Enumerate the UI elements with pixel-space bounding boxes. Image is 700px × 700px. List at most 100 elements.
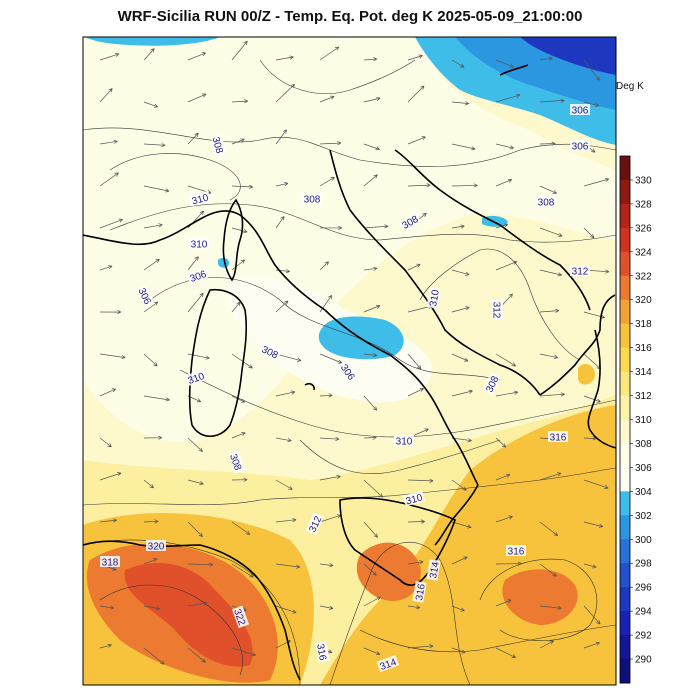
contour-label: 314 — [426, 559, 442, 581]
contour-label: 310 — [426, 287, 442, 309]
contour-label-bg — [302, 193, 322, 204]
contour-label: 310 — [189, 238, 209, 251]
contour-label: 316 — [314, 641, 330, 663]
coast-north-africa — [83, 540, 301, 681]
wind-arrow-icon — [539, 308, 560, 313]
wind-arrow-icon — [407, 183, 431, 188]
wind-arrow-icon — [231, 259, 245, 271]
wind-arrow-icon — [187, 353, 210, 360]
colorbar-tick-label: 304 — [635, 487, 652, 498]
temperature-field — [83, 37, 616, 685]
wind-arrow-icon — [187, 256, 199, 271]
colorbar-swatch — [620, 323, 630, 349]
contour-label-bg — [426, 559, 441, 581]
contour-label: 316 — [548, 431, 568, 444]
contour-line — [329, 542, 471, 685]
wind-arrow-icon — [231, 184, 254, 189]
contour-line — [419, 248, 581, 361]
wind-arrow-icon — [583, 479, 609, 489]
contour-label-text: 306 — [572, 106, 589, 117]
wind-arrow-icon — [495, 260, 518, 271]
coast-balkans — [394, 149, 591, 311]
colorbar-swatch — [620, 156, 630, 181]
wind-arrow-icon — [319, 563, 334, 568]
wind-arrow-icon — [451, 143, 476, 151]
wind-arrow-icon — [187, 647, 206, 663]
wind-arrow-icon — [319, 95, 335, 103]
wind-arrow-icon — [539, 141, 556, 146]
colorbar-tick-label: 320 — [635, 295, 652, 306]
wind-arrow-icon — [363, 435, 377, 440]
wind-arrow-icon — [99, 472, 122, 481]
contour-label-bg — [231, 605, 250, 629]
wind-arrow-icon — [451, 389, 473, 397]
wind-arrow-icon — [275, 129, 287, 145]
wind-arrow-icon — [495, 599, 512, 607]
colorbar-swatch — [620, 371, 630, 396]
contour-label-bg — [315, 641, 330, 663]
wind-arrow-icon — [143, 558, 158, 565]
contour-label-bg — [402, 490, 425, 507]
colorbar-tick-label: 298 — [635, 559, 652, 570]
wind-arrow-icon — [363, 304, 381, 313]
wind-arrow-icon — [407, 353, 422, 370]
contour-label: 316 — [506, 545, 526, 558]
wind-arrow-icon — [583, 227, 595, 239]
wind-arrow-icon — [539, 98, 565, 103]
colorbar-tick-label: 322 — [635, 271, 652, 282]
wind-arrow-icon — [363, 96, 381, 103]
wind-arrow-icon — [275, 300, 289, 313]
wind-arrow-icon — [407, 54, 423, 61]
wind-arrow-icon — [407, 85, 425, 103]
wind-arrow-icon — [143, 479, 154, 489]
wind-arrows — [99, 40, 610, 665]
contour-label: 316 — [412, 581, 428, 603]
wind-arrow-icon — [451, 59, 465, 68]
wind-arrow-icon — [99, 172, 119, 187]
colorbar-swatch — [620, 563, 630, 588]
colorbar-swatch — [620, 611, 630, 636]
wind-arrow-icon — [451, 556, 468, 565]
contour-label-bg — [210, 133, 227, 156]
contour-label-text: 320 — [148, 542, 165, 553]
wind-arrow-icon — [495, 143, 514, 150]
wind-arrow-icon — [319, 294, 333, 313]
colorbar-tick-label: 294 — [635, 607, 652, 618]
wind-arrow-icon — [539, 521, 559, 537]
contour-line — [83, 539, 301, 685]
wind-arrow-icon — [407, 263, 421, 271]
wind-arrow-icon — [99, 353, 126, 360]
wind-arrow-icon — [451, 437, 472, 443]
colorbar-tick-label: 316 — [635, 343, 652, 354]
contour-label: 318 — [100, 556, 120, 569]
wind-arrow-icon — [143, 353, 158, 367]
contour-label-text: 314 — [428, 561, 442, 580]
wind-arrow-icon — [363, 174, 378, 187]
wind-arrow-icon — [99, 265, 113, 271]
contour-label: 312 — [570, 265, 590, 278]
contour-label-text: 308 — [538, 198, 555, 209]
contour-line — [259, 59, 416, 95]
colorbar-swatch — [620, 395, 630, 420]
colorbar-tick-label: 308 — [635, 439, 652, 450]
wind-arrow-icon — [495, 515, 513, 523]
colorbar-tick-label: 324 — [635, 247, 652, 258]
wind-arrow-icon — [231, 138, 245, 145]
wind-arrow-icon — [363, 224, 389, 229]
wind-arrow-icon — [363, 353, 378, 358]
wind-arrow-icon — [187, 601, 208, 607]
contour-label: 308 — [536, 196, 556, 209]
colorbar-swatch — [620, 251, 630, 277]
wind-arrow-icon — [99, 139, 118, 145]
contour-label-bg — [258, 342, 282, 361]
wind-arrow-icon — [451, 605, 465, 612]
wind-arrow-icon — [539, 640, 554, 649]
contour-label: 308 — [302, 193, 322, 206]
wind-arrow-icon — [143, 519, 159, 524]
wind-arrow-icon — [275, 216, 285, 229]
contour-label-bg — [184, 368, 208, 387]
wind-arrow-icon — [451, 269, 470, 276]
contour-label: 310 — [402, 490, 425, 507]
wind-arrow-icon — [99, 309, 122, 315]
